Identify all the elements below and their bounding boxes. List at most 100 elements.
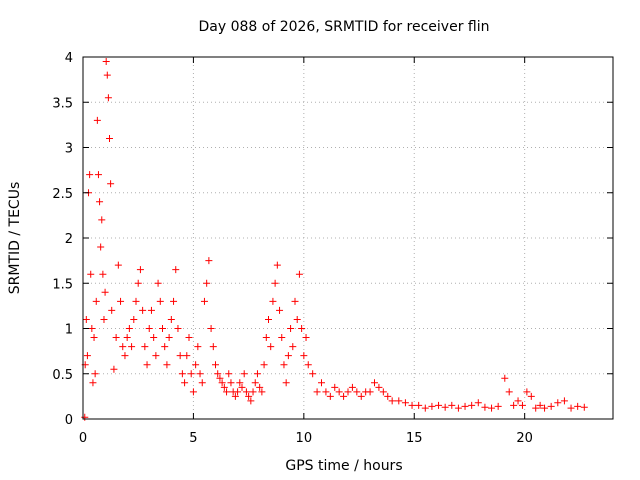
data-point <box>183 352 191 360</box>
data-point <box>145 325 153 332</box>
data-point <box>388 397 396 405</box>
data-point <box>218 379 226 387</box>
data-point <box>276 306 284 314</box>
data-point <box>107 180 115 188</box>
data-point <box>267 343 275 351</box>
data-point <box>265 315 272 323</box>
data-point <box>82 315 90 323</box>
data-point <box>103 71 111 79</box>
data-point <box>167 315 175 323</box>
data-point <box>134 279 142 287</box>
data-point <box>205 257 213 265</box>
data-point <box>269 297 277 305</box>
data-point <box>238 383 246 391</box>
data-point <box>527 392 535 400</box>
data-point <box>278 334 286 342</box>
data-point <box>189 388 197 396</box>
data-point <box>280 361 288 369</box>
data-point <box>156 297 164 305</box>
data-point <box>300 352 308 360</box>
data-point <box>170 297 178 305</box>
data-point <box>256 383 264 391</box>
data-point <box>313 388 321 396</box>
data-point <box>185 334 193 342</box>
data-point <box>340 392 348 400</box>
data-point <box>108 306 116 314</box>
data-point <box>150 334 158 342</box>
x-tick-label: 15 <box>406 431 423 446</box>
data-point <box>227 379 235 387</box>
data-point <box>86 171 94 179</box>
data-point <box>505 388 513 396</box>
data-point <box>220 383 228 391</box>
data-point <box>253 370 261 378</box>
data-point <box>287 325 295 332</box>
data-point <box>97 243 105 251</box>
data-point <box>441 403 449 411</box>
data-point <box>136 266 144 274</box>
data-point <box>474 399 482 407</box>
data-point <box>192 361 200 369</box>
data-point <box>231 392 239 400</box>
y-tick-label: 1 <box>65 323 73 338</box>
data-point <box>152 352 160 360</box>
data-point <box>260 361 268 369</box>
data-point <box>501 374 509 382</box>
data-point <box>198 379 206 387</box>
data-point <box>554 399 562 407</box>
data-point <box>282 379 290 387</box>
data-point <box>93 116 101 124</box>
data-point <box>128 343 136 351</box>
data-point <box>178 370 186 378</box>
data-point <box>187 370 195 378</box>
data-point <box>117 297 125 305</box>
x-axis-ticks: 0 5 10 15 20 <box>79 57 533 446</box>
data-point <box>560 397 568 405</box>
data-point <box>574 402 582 410</box>
data-point <box>119 343 127 351</box>
data-point <box>207 325 215 332</box>
data-point <box>331 383 339 391</box>
y-axis-ticks: 0 0.5 1 1.5 2 2.5 3 3.5 4 <box>52 51 613 428</box>
data-point <box>567 404 575 412</box>
data-point <box>143 361 151 369</box>
data-point <box>302 334 310 342</box>
data-point <box>547 402 555 410</box>
data-point <box>251 379 259 387</box>
data-point <box>353 388 361 396</box>
data-point <box>174 325 182 332</box>
y-tick-label: 2 <box>65 232 73 247</box>
y-tick-label: 0.5 <box>52 368 73 383</box>
data-point <box>518 401 526 409</box>
data-point <box>318 379 325 387</box>
data-point <box>91 370 99 378</box>
data-point <box>165 334 173 342</box>
data-point <box>99 270 107 278</box>
data-point <box>448 401 456 409</box>
data-point <box>415 401 423 409</box>
data-point <box>114 261 122 269</box>
data-point <box>216 374 224 382</box>
data-point <box>236 379 244 387</box>
data-point <box>121 352 129 360</box>
data-point <box>309 370 317 378</box>
data-point <box>125 325 133 332</box>
data-point <box>348 383 356 391</box>
data-point <box>203 279 211 287</box>
data-point <box>106 134 113 142</box>
data-point <box>214 370 222 378</box>
data-point <box>194 343 202 351</box>
data-point <box>384 392 392 400</box>
x-tick-label: 20 <box>516 431 533 446</box>
data-point <box>514 397 522 405</box>
data-point <box>141 343 149 351</box>
data-point <box>110 365 118 373</box>
data-point <box>366 388 374 396</box>
data-point <box>159 325 166 332</box>
data-point <box>223 388 231 396</box>
data-point <box>81 413 89 421</box>
data-point <box>532 404 540 412</box>
y-tick-label: 3 <box>65 142 73 157</box>
data-point <box>92 297 100 305</box>
